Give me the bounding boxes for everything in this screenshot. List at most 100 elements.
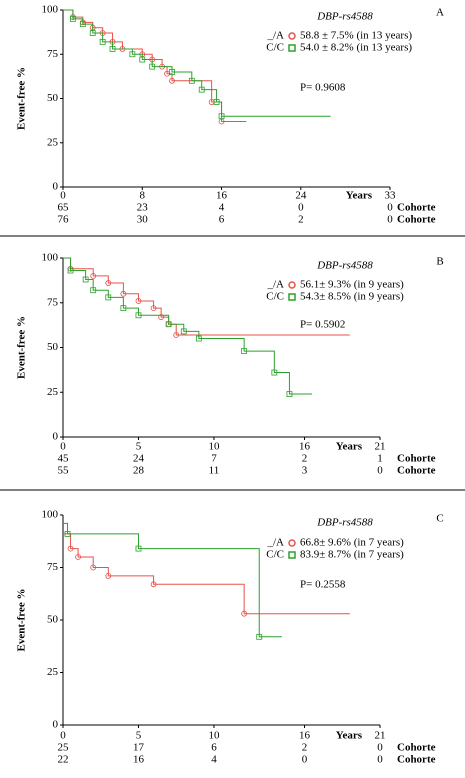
censor-mark <box>139 56 146 63</box>
chart-title: DBP-rs4588 <box>316 11 373 23</box>
at-risk-count: 2 <box>302 742 308 754</box>
y-tick-label: 100 <box>42 509 59 521</box>
at-risk-label: Cohorte <box>397 465 436 477</box>
panel-letter: A <box>436 7 444 19</box>
censor-mark <box>213 99 220 105</box>
y-tick-label: 75 <box>47 561 59 573</box>
censor-mark <box>169 77 175 84</box>
at-risk-count: 4 <box>211 754 217 766</box>
censor-mark <box>188 77 195 84</box>
at-risk-count: 0 <box>377 465 383 477</box>
at-risk-label: Cohorte <box>397 453 436 465</box>
censor-mark <box>90 564 97 571</box>
legend-text: 54.0 ± 8.2% (in 13 years) <box>300 42 412 54</box>
legend-name: C/C <box>266 42 284 54</box>
legend-marker <box>288 32 296 40</box>
y-axis-label: Event-free % <box>16 588 28 651</box>
legend-marker <box>288 539 296 547</box>
y-tick-label: 100 <box>42 252 59 264</box>
censor-mark <box>75 554 81 560</box>
censor-mark <box>67 545 74 552</box>
x-tick-label: 21 <box>375 441 386 453</box>
chart-title: DBP-rs4588 <box>316 260 373 272</box>
at-risk-count: 2 <box>298 214 304 226</box>
x-tick-label: 5 <box>136 730 142 742</box>
y-tick-label: 0 <box>53 719 59 731</box>
censor-mark <box>218 113 225 120</box>
censor-mark <box>286 391 293 397</box>
y-tick-label: 0 <box>53 431 59 443</box>
at-risk-count: 1 <box>377 453 383 465</box>
at-risk-count: 23 <box>137 202 149 214</box>
at-risk-count: 0 <box>387 202 393 214</box>
at-risk-label: Cohorte <box>397 214 436 226</box>
at-risk-count: 25 <box>58 742 70 754</box>
at-risk-count: 45 <box>58 453 70 465</box>
x-tick-label: 8 <box>140 190 146 202</box>
censor-mark <box>79 21 86 28</box>
y-tick-label: 25 <box>47 666 59 678</box>
censor-mark <box>64 531 71 537</box>
y-tick-label: 100 <box>42 4 59 16</box>
x-tick-label: 5 <box>136 441 142 453</box>
censor-mark <box>67 267 74 274</box>
censor-mark <box>129 51 136 58</box>
censor-mark <box>180 328 187 335</box>
survival-curve <box>63 257 313 395</box>
at-risk-count: 16 <box>133 754 145 766</box>
censor-mark <box>165 321 172 328</box>
legend-marker <box>288 281 296 289</box>
at-risk-count: 6 <box>211 742 217 754</box>
censor-mark <box>195 335 202 342</box>
at-risk-label: Cohorte <box>397 202 436 214</box>
at-risk-label: Cohorte <box>397 742 436 754</box>
legend-name: C/C <box>266 549 284 561</box>
at-risk-count: 76 <box>58 214 70 226</box>
x-axis-label: Years <box>336 730 363 742</box>
censor-mark <box>149 63 156 70</box>
censor-mark <box>120 290 127 297</box>
legend-text: 83.9± 8.7% (in 7 years) <box>300 549 404 561</box>
censor-mark <box>256 633 263 640</box>
at-risk-count: 0 <box>302 754 308 766</box>
p-value: P= 0.5902 <box>300 319 345 331</box>
censor-mark <box>150 581 157 588</box>
y-tick-label: 50 <box>47 341 59 353</box>
legend-text: 56.1± 9.3% (in 9 years) <box>300 279 404 291</box>
censor-mark <box>173 332 180 338</box>
p-value: P= 0.2558 <box>300 579 346 591</box>
legend-name: _/A <box>267 537 285 549</box>
x-tick-label: 10 <box>208 441 220 453</box>
at-risk-count: 65 <box>58 202 70 214</box>
censor-mark <box>158 314 165 320</box>
x-tick-label: 16 <box>299 730 311 742</box>
censor-mark <box>241 610 248 617</box>
y-tick-label: 75 <box>47 296 59 308</box>
survival-curve <box>63 9 331 117</box>
at-risk-count: 55 <box>58 465 70 477</box>
x-tick-label: 0 <box>60 730 66 742</box>
at-risk-count: 7 <box>211 453 217 465</box>
at-risk-count: 6 <box>219 214 225 226</box>
at-risk-count: 11 <box>209 465 220 477</box>
censor-mark <box>198 86 205 93</box>
censor-mark <box>150 305 157 312</box>
at-risk-count: 30 <box>137 214 149 226</box>
x-tick-label: 16 <box>299 441 311 453</box>
x-tick-label: 0 <box>60 190 66 202</box>
legend-name: _/A <box>267 279 285 291</box>
survival-curve <box>63 533 350 615</box>
censor-mark <box>105 294 112 301</box>
censor-mark <box>70 15 76 22</box>
censor-mark <box>105 573 112 579</box>
legend-text: 58.8 ± 7.5% (in 13 years) <box>300 30 412 42</box>
at-risk-count: 0 <box>377 742 383 754</box>
y-tick-label: 25 <box>47 386 59 398</box>
censor-mark <box>135 545 142 552</box>
p-value: P= 0.9608 <box>300 82 346 94</box>
y-tick-label: 0 <box>53 181 59 193</box>
censor-mark <box>109 46 116 52</box>
x-tick-label: 0 <box>60 441 66 453</box>
legend-marker <box>288 293 296 301</box>
